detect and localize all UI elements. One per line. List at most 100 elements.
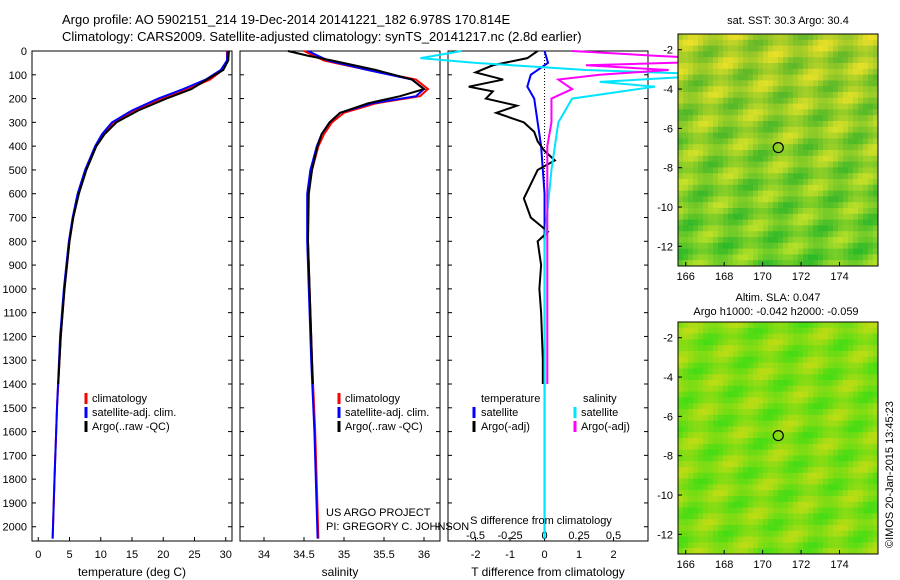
heatmap-cell: [778, 237, 784, 244]
heatmap-cell: [698, 57, 704, 64]
heatmap-cell: [723, 80, 729, 87]
heatmap-cell: [808, 484, 814, 491]
heatmap-cell: [753, 237, 759, 244]
heatmap-cell: [873, 138, 878, 145]
heatmap-cell: [858, 548, 864, 554]
heatmap-cell: [788, 414, 794, 422]
heatmap-cell: [718, 333, 724, 340]
heatmap-cell: [693, 242, 699, 250]
heatmap-cell: [863, 190, 869, 197]
heatmap-cell: [678, 97, 684, 105]
heatmap-cell: [798, 231, 804, 238]
heatmap-cell: [803, 74, 809, 81]
heatmap-cell: [793, 432, 799, 439]
heatmap-cell: [803, 438, 809, 445]
heatmap-cell: [718, 74, 724, 81]
heatmap-cell: [728, 432, 734, 439]
heatmap-cell: [828, 548, 834, 554]
heatmap-cell: [678, 333, 684, 340]
heatmap-cell: [778, 333, 784, 340]
heatmap-cell: [863, 34, 869, 41]
heatmap-cell: [738, 109, 744, 116]
heatmap-cell: [778, 507, 784, 514]
heatmap-cell: [753, 397, 759, 404]
heatmap-cell: [798, 121, 804, 128]
heatmap-cell: [793, 351, 799, 358]
heatmap-cell: [753, 260, 759, 266]
heatmap-cell: [723, 144, 729, 151]
heatmap-cell: [838, 179, 844, 186]
heatmap-cell: [833, 414, 839, 422]
heatmap-cell: [863, 333, 869, 340]
heatmap-cell: [788, 126, 794, 134]
heatmap-cell: [698, 374, 704, 381]
heatmap-cell: [738, 374, 744, 381]
heatmap-cell: [833, 420, 839, 427]
heatmap-cell: [778, 34, 784, 41]
heatmap-cell: [713, 213, 719, 221]
heatmap-cell: [793, 57, 799, 64]
heatmap-cell: [843, 484, 849, 491]
heatmap-cell: [723, 380, 729, 387]
heatmap-cell: [783, 472, 789, 480]
heatmap-cell: [708, 68, 714, 76]
heatmap-cell: [788, 513, 794, 520]
heatmap-cell: [768, 57, 774, 64]
heatmap-cell: [683, 536, 689, 543]
heatmap-cell: [708, 184, 714, 192]
heatmap-cell: [703, 455, 709, 462]
heatmap-cell: [858, 63, 864, 70]
heatmap-cell: [793, 51, 799, 58]
heatmap-cell: [713, 242, 719, 250]
heatmap-cell: [798, 92, 804, 99]
heatmap-cell: [763, 74, 769, 81]
heatmap-cell: [873, 179, 878, 186]
heatmap-cell: [758, 167, 764, 174]
heatmap-cell: [868, 121, 874, 128]
heatmap-cell: [858, 496, 864, 503]
heatmap-cell: [868, 184, 874, 192]
heatmap-cell: [743, 138, 749, 145]
heatmap-cell: [733, 490, 739, 497]
heatmap-cell: [798, 155, 804, 163]
heatmap-cell: [873, 63, 878, 70]
heatmap-cell: [703, 92, 709, 99]
heatmap-cell: [828, 184, 834, 192]
heatmap-cell: [793, 542, 799, 549]
heatmap-cell: [683, 103, 689, 110]
heatmap-cell: [823, 478, 829, 485]
heatmap-cell: [698, 150, 704, 157]
heatmap-cell: [698, 513, 704, 520]
heatmap-cell: [858, 525, 864, 532]
heatmap-cell: [683, 519, 689, 526]
heatmap-cell: [748, 115, 754, 122]
heatmap-cell: [688, 548, 694, 554]
heatmap-cell: [708, 345, 714, 352]
heatmap-cell: [723, 196, 729, 203]
heatmap-cell: [683, 196, 689, 203]
heatmap-cell: [758, 45, 764, 52]
heatmap-cell: [788, 490, 794, 497]
heatmap-cell: [748, 449, 754, 456]
heatmap-cell: [713, 327, 719, 335]
heatmap-cell: [848, 380, 854, 387]
heatmap-cell: [823, 51, 829, 58]
heatmap-cell: [803, 548, 809, 554]
heatmap-cell: [733, 161, 739, 168]
heatmap-cell: [683, 513, 689, 520]
heatmap-cell: [723, 121, 729, 128]
heatmap-cell: [828, 231, 834, 238]
heatmap-cell: [788, 420, 794, 427]
heatmap-cell: [763, 530, 769, 538]
heatmap-cell: [808, 374, 814, 381]
map-x-tick-label: 174: [830, 271, 848, 283]
heatmap-cell: [823, 225, 829, 232]
heatmap-cell: [778, 179, 784, 186]
map-frame: [677, 321, 879, 555]
heatmap-cell: [783, 57, 789, 64]
heatmap-cell: [783, 397, 789, 404]
heatmap-cell: [833, 409, 839, 416]
heatmap-cell: [703, 385, 709, 393]
heatmap-cell: [698, 496, 704, 503]
heatmap-cell: [703, 420, 709, 427]
